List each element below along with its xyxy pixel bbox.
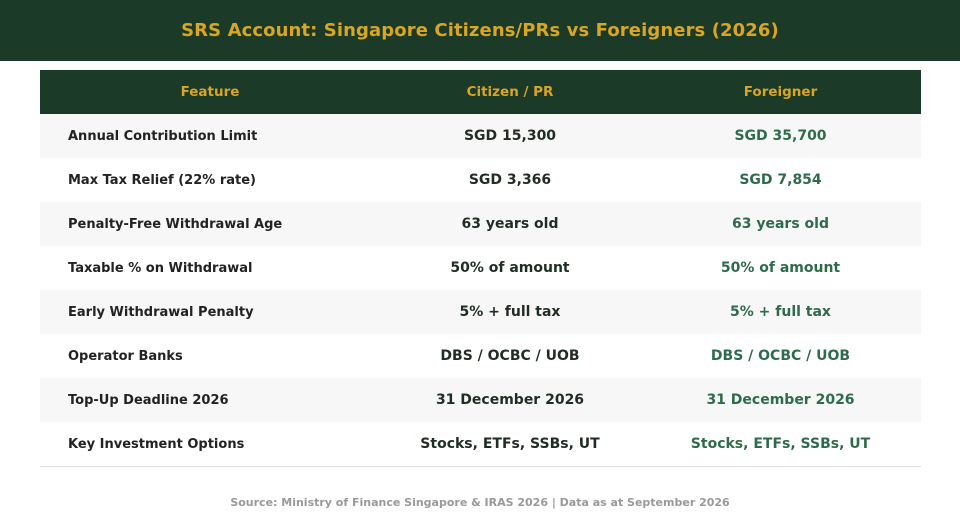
feature-cell: Taxable % on Withdrawal xyxy=(68,260,253,276)
citizen-cell: SGD 3,366 xyxy=(468,172,552,188)
feature-cell: Key Investment Options xyxy=(68,436,245,452)
foreigner-cell: Stocks, ETFs, SSBs, UT xyxy=(690,436,871,452)
title-bar: SRS Account: Singapore Citizens/PRs vs F… xyxy=(0,0,960,61)
citizen-cell: 5% + full tax xyxy=(459,304,561,320)
table-row: Taxable % on Withdrawal 50% of amount 50… xyxy=(40,246,921,290)
table-row: Key Investment Options Stocks, ETFs, SSB… xyxy=(40,422,921,466)
column-header-feature: Feature xyxy=(180,84,240,100)
column-header-foreigner: Foreigner xyxy=(743,84,818,100)
citizen-cell: DBS / OCBC / UOB xyxy=(440,348,580,364)
feature-cell: Early Withdrawal Penalty xyxy=(68,304,254,320)
foreigner-cell: 63 years old xyxy=(732,216,829,232)
foreigner-cell: 31 December 2026 xyxy=(706,392,855,408)
source-footer: Source: Ministry of Finance Singapore & … xyxy=(230,496,730,509)
table-row: Annual Contribution Limit SGD 15,300 SGD… xyxy=(40,114,921,158)
table-row: Penalty-Free Withdrawal Age 63 years old… xyxy=(40,202,921,246)
table-row: Operator Banks DBS / OCBC / UOB DBS / OC… xyxy=(40,334,921,378)
table-bottom-divider xyxy=(40,466,921,467)
table-row: Early Withdrawal Penalty 5% + full tax 5… xyxy=(40,290,921,334)
foreigner-cell: 5% + full tax xyxy=(730,304,831,320)
citizen-cell: 63 years old xyxy=(461,216,559,232)
feature-cell: Top-Up Deadline 2026 xyxy=(68,392,229,408)
page-title: SRS Account: Singapore Citizens/PRs vs F… xyxy=(181,20,779,41)
foreigner-cell: SGD 7,854 xyxy=(739,172,822,188)
comparison-table: Feature Citizen / PR Foreigner Annual Co… xyxy=(40,70,921,467)
citizen-cell: Stocks, ETFs, SSBs, UT xyxy=(420,436,600,452)
foreigner-cell: 50% of amount xyxy=(720,260,841,276)
table-row: Top-Up Deadline 2026 31 December 2026 31… xyxy=(40,378,921,422)
citizen-cell: 31 December 2026 xyxy=(435,392,585,408)
column-header-citizen: Citizen / PR xyxy=(466,84,554,100)
foreigner-cell: DBS / OCBC / UOB xyxy=(710,348,851,364)
table-row: Max Tax Relief (22% rate) SGD 3,366 SGD … xyxy=(40,158,921,202)
citizen-cell: SGD 15,300 xyxy=(463,128,557,144)
foreigner-cell: SGD 35,700 xyxy=(734,128,827,144)
feature-cell: Max Tax Relief (22% rate) xyxy=(68,172,256,188)
citizen-cell: 50% of amount xyxy=(450,260,570,276)
feature-cell: Annual Contribution Limit xyxy=(68,128,258,144)
table-header-row: Feature Citizen / PR Foreigner xyxy=(40,70,921,114)
feature-cell: Penalty-Free Withdrawal Age xyxy=(68,216,283,232)
feature-cell: Operator Banks xyxy=(68,348,183,364)
